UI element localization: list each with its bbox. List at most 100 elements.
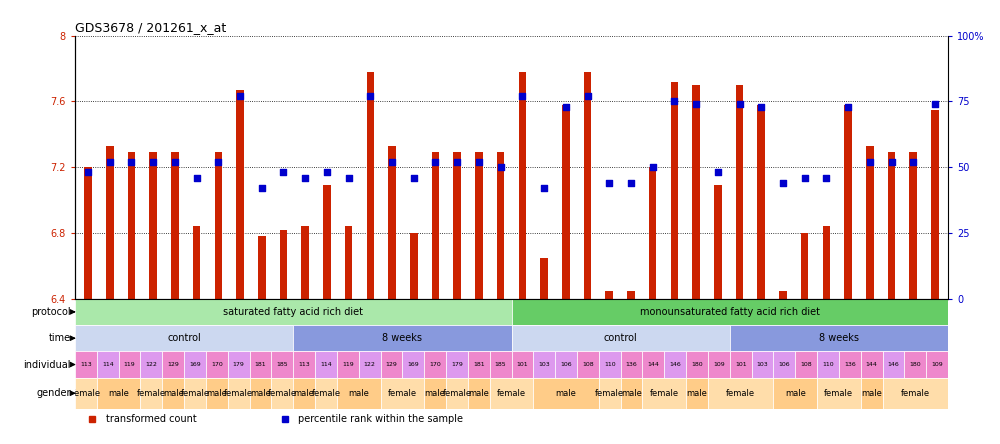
Bar — [497, 152, 504, 444]
Text: female: female — [180, 389, 210, 398]
Text: 101: 101 — [735, 362, 746, 367]
Text: 114: 114 — [102, 362, 114, 367]
Bar — [468, 351, 490, 378]
Bar — [490, 351, 512, 378]
Bar — [779, 290, 787, 444]
Bar — [817, 351, 839, 378]
Bar — [193, 226, 200, 444]
Bar — [692, 85, 700, 444]
Bar — [844, 105, 852, 444]
Text: 108: 108 — [800, 362, 812, 367]
Text: control: control — [167, 333, 201, 343]
Bar — [686, 351, 708, 378]
Bar — [823, 226, 830, 444]
Bar — [367, 72, 374, 444]
Text: female: female — [71, 389, 100, 398]
Bar — [337, 378, 381, 409]
Text: 8 weeks: 8 weeks — [819, 333, 859, 343]
Text: 129: 129 — [386, 362, 397, 367]
Point — [145, 159, 161, 166]
Bar — [512, 325, 730, 351]
Point — [319, 169, 335, 176]
Text: transformed count: transformed count — [106, 414, 196, 424]
Text: 144: 144 — [647, 362, 659, 367]
Point — [797, 174, 813, 181]
Bar — [883, 351, 904, 378]
Bar — [642, 351, 664, 378]
Text: 181: 181 — [473, 362, 485, 367]
Text: 185: 185 — [277, 362, 288, 367]
Bar — [424, 378, 446, 409]
Bar — [293, 351, 315, 378]
Text: female: female — [824, 389, 853, 398]
Bar — [424, 351, 446, 378]
Bar — [621, 378, 642, 409]
Point — [884, 159, 900, 166]
Bar — [468, 378, 490, 409]
Text: female: female — [901, 389, 930, 398]
Text: saturated fatty acid rich diet: saturated fatty acid rich diet — [223, 307, 363, 317]
Bar — [562, 105, 570, 444]
Bar — [904, 351, 926, 378]
Bar — [605, 290, 613, 444]
Text: male: male — [294, 389, 315, 398]
Text: 110: 110 — [604, 362, 616, 367]
Point — [688, 100, 704, 107]
Text: male: male — [621, 389, 642, 398]
Bar — [621, 351, 642, 378]
Text: female: female — [311, 389, 341, 398]
Bar — [584, 72, 591, 444]
Text: male: male — [250, 389, 271, 398]
Point — [471, 159, 487, 166]
Point — [862, 159, 878, 166]
Text: 180: 180 — [909, 362, 921, 367]
Text: 109: 109 — [931, 362, 943, 367]
Point — [232, 92, 248, 99]
Bar — [909, 152, 917, 444]
Text: 169: 169 — [407, 362, 419, 367]
Text: 122: 122 — [145, 362, 157, 367]
Bar — [381, 378, 424, 409]
Bar — [75, 378, 97, 409]
Bar — [533, 378, 599, 409]
Point — [623, 179, 639, 186]
Bar — [773, 351, 795, 378]
Text: 136: 136 — [844, 362, 856, 367]
Bar — [184, 351, 206, 378]
Bar — [228, 378, 250, 409]
Bar — [861, 351, 883, 378]
Bar — [402, 351, 424, 378]
Text: female: female — [650, 389, 679, 398]
Point — [123, 159, 139, 166]
Point — [601, 179, 617, 186]
Text: female: female — [388, 389, 417, 398]
Point — [514, 92, 530, 99]
Point — [362, 92, 378, 99]
Bar — [599, 378, 621, 409]
Bar — [817, 378, 861, 409]
Text: protocol: protocol — [31, 307, 71, 317]
Bar — [337, 351, 359, 378]
Bar — [84, 167, 92, 444]
Text: female: female — [497, 389, 526, 398]
Bar — [293, 378, 315, 409]
Bar — [512, 351, 533, 378]
Bar — [490, 378, 533, 409]
Text: time: time — [49, 333, 71, 343]
Text: control: control — [604, 333, 638, 343]
Text: 119: 119 — [124, 362, 135, 367]
Text: 101: 101 — [517, 362, 528, 367]
Point — [210, 159, 226, 166]
Text: percentile rank within the sample: percentile rank within the sample — [298, 414, 463, 424]
Bar — [671, 82, 678, 444]
Text: 144: 144 — [866, 362, 878, 367]
Point — [406, 174, 422, 181]
Bar — [627, 290, 635, 444]
Text: 113: 113 — [80, 362, 92, 367]
Bar — [708, 351, 730, 378]
Text: male: male — [206, 389, 227, 398]
Bar — [258, 236, 266, 444]
Text: 114: 114 — [320, 362, 332, 367]
Point — [167, 159, 183, 166]
Bar — [519, 72, 526, 444]
